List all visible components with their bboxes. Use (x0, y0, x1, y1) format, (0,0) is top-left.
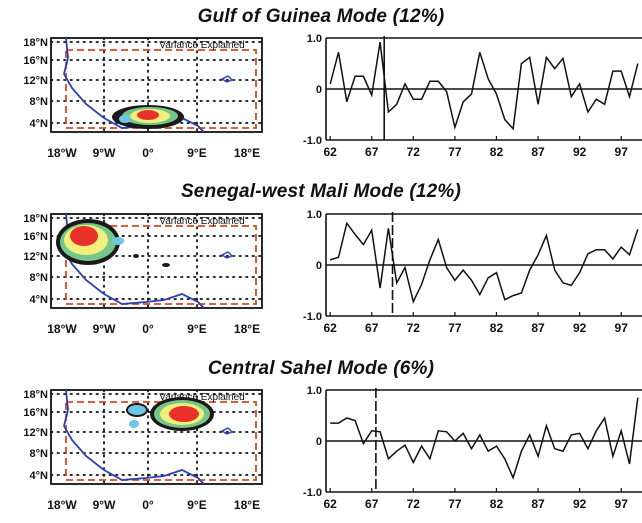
x-tick-label: 97 (615, 497, 629, 511)
variance-contour (70, 226, 98, 246)
x-tick-label: 87 (531, 321, 545, 335)
coastline (63, 389, 205, 485)
x-tick-label: 72 (407, 497, 421, 511)
lon-tick-label: 18°E (234, 146, 260, 160)
lat-tick-label: 4°N (30, 118, 49, 130)
x-tick-label: 97 (615, 145, 629, 159)
lat-tick-label: 16°N (23, 55, 48, 67)
lon-tick-label: 18°W (47, 322, 77, 336)
variance-contour (162, 263, 170, 267)
y-tick-label: 1.0 (307, 385, 322, 397)
variance-contour (133, 254, 139, 258)
lat-tick-label: 16°N (23, 407, 48, 419)
x-tick-label: 92 (573, 497, 587, 511)
variance-contour (128, 405, 146, 415)
lat-tick-label: 16°N (23, 231, 48, 243)
map-plot: Variance Explained 18°N 16°N 12°N 8°N 4°N 18°W… (23, 37, 263, 160)
x-tick-label: 97 (615, 321, 629, 335)
lon-tick-label: 9°E (187, 146, 206, 160)
time-series-plot: 1.0 0 -1.062 67 72 77 82 87 92 97 (303, 385, 642, 511)
x-tick-label: 67 (365, 145, 379, 159)
x-tick-label: 87 (531, 497, 545, 511)
y-tick-label: 1.0 (307, 33, 322, 45)
x-tick-label: 77 (448, 497, 462, 511)
lon-tick-label: 9°W (93, 498, 116, 512)
lon-tick-label: 9°E (187, 498, 206, 512)
variance-contour (169, 406, 199, 422)
mode-panel-3: Central Sahel Mode (6%) Variance Explain… (0, 352, 642, 522)
lon-tick-label: 9°W (93, 322, 116, 336)
lon-tick-label: 18°E (234, 322, 260, 336)
lat-tick-label: 8°N (30, 96, 49, 108)
y-tick-label: 1.0 (307, 209, 322, 221)
coastline (63, 37, 205, 133)
variance-contour (119, 115, 131, 123)
series-line (329, 41, 639, 131)
lon-tick-label: 9°E (187, 322, 206, 336)
series-line (329, 221, 639, 304)
variance-label: Variance Explained (159, 392, 244, 403)
variance-contour (137, 110, 159, 120)
domain-box (65, 225, 257, 305)
panel-title: Senegal-west Mali Mode (12%) (180, 181, 462, 202)
y-tick-label: -1.0 (303, 311, 322, 323)
lat-tick-label: 12°N (23, 427, 48, 439)
map-plot: Variance Explained 18°N 16°N 12°N 8°N 4°N 18°W… (23, 389, 263, 512)
lon-tick-label: 0° (142, 498, 154, 512)
mode-panel-1: Gulf of Guinea Mode (12%) Variance Expla… (0, 0, 642, 170)
lat-tick-label: 18°N (23, 389, 48, 401)
lat-tick-label: 18°N (23, 37, 48, 49)
y-tick-label: -1.0 (303, 135, 322, 147)
time-series-plot: 1.0 0 -1.062 67 72 77 82 87 92 97 (303, 209, 642, 335)
lon-tick-label: 18°W (47, 146, 77, 160)
x-tick-label: 72 (407, 321, 421, 335)
map-plot: Variance Explained 18°N 16°N 12°N 8°N 4°N 18°W… (23, 213, 263, 336)
x-tick-label: 92 (573, 145, 587, 159)
y-tick-label: 0 (316, 436, 322, 448)
lat-tick-label: 12°N (23, 75, 48, 87)
lat-tick-label: 4°N (30, 294, 49, 306)
lake-outline (220, 427, 234, 435)
x-tick-label: 82 (490, 145, 504, 159)
variance-label: Variance Explained (159, 216, 244, 227)
y-tick-label: 0 (316, 260, 322, 272)
x-tick-label: 92 (573, 321, 587, 335)
lat-tick-label: 4°N (30, 470, 49, 482)
lake-outline (220, 75, 234, 83)
x-tick-label: 82 (490, 321, 504, 335)
x-tick-label: 62 (323, 497, 337, 511)
mode-panel-2: Senegal-west Mali Mode (12%) Variance Ex… (0, 176, 642, 346)
time-series-plot: 1.0 0 -1.062 67 72 77 82 87 92 97 (303, 33, 642, 159)
variance-contour (112, 237, 124, 245)
lon-tick-label: 0° (142, 322, 154, 336)
lat-tick-label: 8°N (30, 448, 49, 460)
panel-title: Gulf of Guinea Mode (12%) (197, 6, 445, 27)
x-tick-label: 62 (323, 321, 337, 335)
x-tick-label: 77 (448, 321, 462, 335)
y-tick-label: -1.0 (303, 487, 322, 499)
x-tick-label: 77 (448, 145, 462, 159)
x-tick-label: 62 (323, 145, 337, 159)
x-tick-label: 82 (490, 497, 504, 511)
lon-tick-label: 9°W (93, 146, 116, 160)
lon-tick-label: 18°W (47, 498, 77, 512)
x-tick-label: 67 (365, 321, 379, 335)
y-tick-label: 0 (316, 84, 322, 96)
x-tick-label: 87 (531, 145, 545, 159)
lon-tick-label: 18°E (234, 498, 260, 512)
lon-tick-label: 0° (142, 146, 154, 160)
lake-outline (220, 251, 234, 259)
series-line (330, 397, 639, 480)
lat-tick-label: 12°N (23, 251, 48, 263)
variance-label: Variance Explained (159, 40, 244, 51)
x-tick-label: 67 (365, 497, 379, 511)
x-tick-label: 72 (407, 145, 421, 159)
lat-tick-label: 18°N (23, 213, 48, 225)
variance-contour (129, 420, 139, 428)
lat-tick-label: 8°N (30, 272, 49, 284)
panel-title: Central Sahel Mode (6%) (207, 358, 435, 379)
